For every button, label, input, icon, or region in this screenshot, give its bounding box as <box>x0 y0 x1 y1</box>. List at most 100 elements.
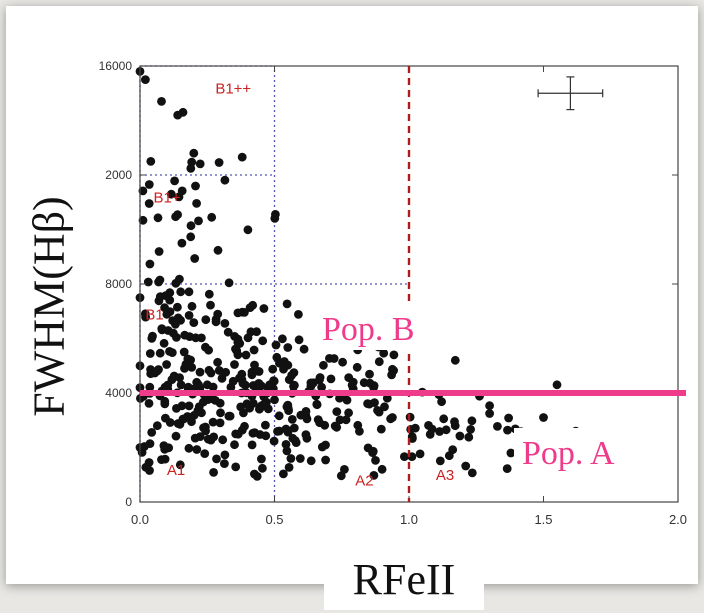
data-point <box>485 409 494 418</box>
data-point <box>249 345 259 355</box>
data-point <box>220 450 230 460</box>
data-points <box>135 67 581 481</box>
data-point <box>177 186 187 196</box>
data-point <box>450 355 460 365</box>
data-point <box>206 368 216 378</box>
data-point <box>201 315 211 325</box>
data-point <box>141 75 150 84</box>
data-point <box>261 400 271 410</box>
data-point <box>186 164 196 173</box>
y-axis-title-text: FWHM(Hβ) <box>24 195 74 417</box>
region-label: B1 <box>145 306 163 323</box>
data-point <box>220 459 229 468</box>
data-point <box>191 333 201 343</box>
data-point <box>230 332 240 341</box>
data-point <box>189 148 199 158</box>
data-point <box>195 367 205 377</box>
axis-ticks: 0.0 0.5 1.0 1.5 2.0 0 4000 8000 2000 16000 <box>99 59 687 527</box>
data-point <box>269 376 278 385</box>
data-point <box>194 216 203 226</box>
data-point <box>281 440 291 449</box>
data-point <box>220 175 230 185</box>
data-point <box>177 238 187 248</box>
data-point <box>435 456 445 466</box>
data-point <box>171 431 181 441</box>
data-point <box>271 210 280 219</box>
data-point <box>159 338 169 348</box>
data-point <box>208 417 218 427</box>
data-point <box>312 399 322 409</box>
data-point <box>250 469 259 479</box>
data-point <box>171 212 181 222</box>
data-point <box>248 398 258 408</box>
data-point <box>212 454 221 464</box>
data-point <box>184 287 194 297</box>
data-point <box>195 159 205 169</box>
data-point <box>284 463 294 472</box>
data-point <box>294 335 304 345</box>
data-point <box>365 369 374 379</box>
data-point <box>191 181 200 191</box>
data-point <box>270 395 279 405</box>
data-point <box>214 158 224 167</box>
data-point <box>145 259 155 269</box>
region-labels: B1++ B1+ B1 A1 A2 A3 <box>145 80 454 489</box>
data-point <box>279 469 288 479</box>
data-point <box>209 468 219 477</box>
data-point <box>145 382 155 392</box>
pop-a-label: Pop. A <box>522 435 615 472</box>
data-point <box>386 414 395 424</box>
data-point <box>208 382 218 392</box>
data-point <box>400 452 409 461</box>
data-point <box>177 401 187 411</box>
data-point <box>143 277 153 287</box>
y-tick-label: 4000 <box>105 386 132 400</box>
data-point <box>239 408 248 418</box>
data-point <box>148 331 157 341</box>
data-point <box>506 448 516 458</box>
data-point <box>283 360 293 370</box>
data-point <box>371 456 380 465</box>
data-point <box>215 418 225 428</box>
data-point <box>147 428 157 437</box>
data-point <box>153 213 163 223</box>
data-point <box>317 382 326 392</box>
data-point <box>258 463 267 473</box>
data-point <box>235 339 245 348</box>
data-point <box>214 366 224 375</box>
data-point <box>155 348 165 358</box>
data-point <box>290 380 299 390</box>
data-point <box>287 371 296 380</box>
data-point <box>377 464 387 474</box>
data-point <box>289 423 299 433</box>
data-point <box>281 424 291 434</box>
data-point <box>373 406 382 415</box>
x-tick-label: 1.5 <box>534 512 552 527</box>
pop-b-label: Pop. B <box>322 311 415 348</box>
data-point <box>450 417 459 427</box>
data-point <box>332 407 342 416</box>
data-point <box>243 333 253 343</box>
data-point <box>152 421 162 431</box>
data-point <box>165 295 175 305</box>
data-point <box>389 350 399 360</box>
data-point <box>213 309 223 319</box>
data-point <box>200 449 210 458</box>
data-point <box>271 340 281 350</box>
data-point <box>259 304 269 313</box>
data-point <box>261 431 271 441</box>
data-point <box>455 431 465 441</box>
data-point <box>186 232 196 242</box>
data-point <box>204 345 214 355</box>
data-point <box>335 415 345 425</box>
data-point <box>144 180 154 189</box>
slide-card: 0.0 0.5 1.0 1.5 2.0 0 4000 8000 2000 16000 B1++ B1… <box>6 6 698 584</box>
data-point <box>176 380 186 390</box>
data-point <box>439 414 449 424</box>
data-point <box>165 288 175 298</box>
data-point <box>286 454 296 463</box>
data-point <box>254 379 264 388</box>
x-tick-label: 1.0 <box>400 512 418 527</box>
data-point <box>272 352 282 362</box>
data-point <box>299 344 309 354</box>
